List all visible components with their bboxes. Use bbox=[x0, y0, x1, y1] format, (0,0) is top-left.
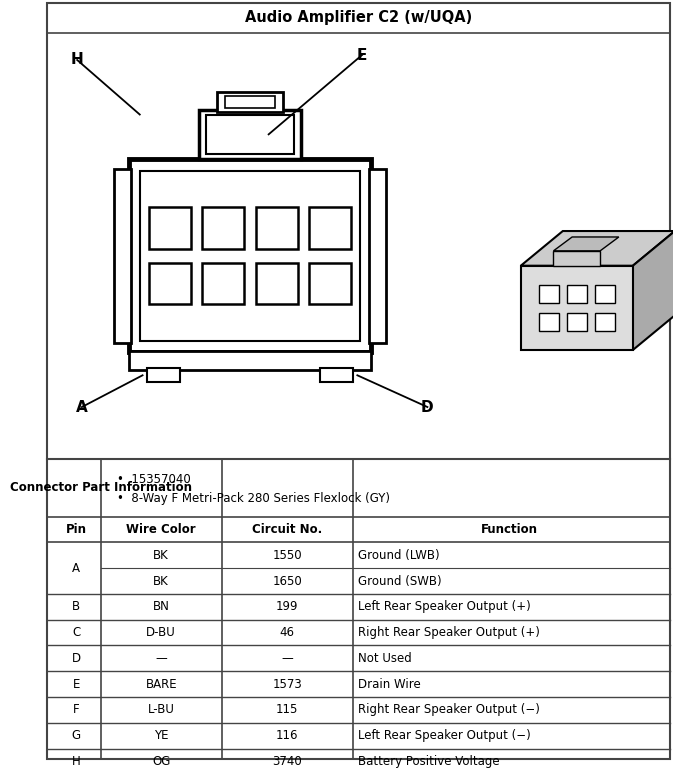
Text: BN: BN bbox=[153, 601, 170, 614]
Bar bbox=[567, 313, 587, 331]
Text: 1573: 1573 bbox=[273, 677, 302, 690]
Bar bbox=[217, 91, 283, 111]
Text: L-BU: L-BU bbox=[148, 703, 175, 717]
Text: D: D bbox=[72, 652, 81, 665]
Bar bbox=[199, 110, 302, 159]
Text: Function: Function bbox=[481, 523, 538, 536]
Text: D-BU: D-BU bbox=[146, 626, 176, 639]
Bar bbox=[129, 159, 371, 353]
Bar bbox=[114, 169, 131, 343]
Text: Connector Part Information: Connector Part Information bbox=[9, 482, 192, 495]
Text: 46: 46 bbox=[280, 626, 295, 639]
Bar bbox=[538, 285, 559, 303]
Text: B: B bbox=[72, 601, 80, 614]
Text: A: A bbox=[76, 399, 87, 415]
Bar bbox=[203, 207, 244, 249]
Text: 116: 116 bbox=[276, 730, 299, 742]
Bar bbox=[206, 114, 294, 154]
Text: Ground (SWB): Ground (SWB) bbox=[358, 574, 442, 588]
Text: —: — bbox=[281, 652, 293, 665]
Text: H: H bbox=[72, 755, 81, 768]
Text: E: E bbox=[357, 48, 367, 62]
Text: 199: 199 bbox=[276, 601, 299, 614]
Polygon shape bbox=[521, 231, 673, 266]
Text: 1550: 1550 bbox=[273, 549, 302, 561]
Text: OG: OG bbox=[152, 755, 170, 768]
Bar bbox=[369, 169, 386, 343]
Text: Not Used: Not Used bbox=[358, 652, 412, 665]
Bar bbox=[225, 96, 275, 108]
Text: G: G bbox=[72, 730, 81, 742]
Bar bbox=[203, 263, 244, 304]
Text: H: H bbox=[71, 52, 83, 68]
Text: Wire Color: Wire Color bbox=[127, 523, 196, 536]
Text: Right Rear Speaker Output (+): Right Rear Speaker Output (+) bbox=[358, 626, 540, 639]
Text: Left Rear Speaker Output (−): Left Rear Speaker Output (−) bbox=[358, 730, 531, 742]
Text: Audio Amplifier C2 (w/UQA): Audio Amplifier C2 (w/UQA) bbox=[245, 10, 472, 25]
Bar bbox=[538, 313, 559, 331]
Text: 3740: 3740 bbox=[273, 755, 302, 768]
Text: —: — bbox=[155, 652, 167, 665]
Bar bbox=[594, 285, 615, 303]
Polygon shape bbox=[633, 231, 673, 350]
Text: Ground (LWB): Ground (LWB) bbox=[358, 549, 440, 561]
Text: F: F bbox=[73, 703, 79, 717]
Polygon shape bbox=[553, 237, 619, 251]
Text: BARE: BARE bbox=[145, 677, 177, 690]
Bar bbox=[309, 207, 351, 249]
Text: 115: 115 bbox=[276, 703, 299, 717]
Text: C: C bbox=[72, 626, 80, 639]
Bar bbox=[256, 263, 297, 304]
Bar bbox=[129, 350, 371, 370]
Text: Drain Wire: Drain Wire bbox=[358, 677, 421, 690]
Text: Circuit No.: Circuit No. bbox=[252, 523, 322, 536]
Text: D: D bbox=[421, 399, 433, 415]
Text: •  15357040: • 15357040 bbox=[117, 473, 191, 485]
Text: YE: YE bbox=[154, 730, 168, 742]
Text: BK: BK bbox=[153, 549, 169, 561]
Bar bbox=[320, 369, 353, 382]
Bar bbox=[149, 207, 191, 249]
Text: BK: BK bbox=[153, 574, 169, 588]
Bar bbox=[521, 266, 633, 350]
Bar bbox=[594, 313, 615, 331]
Bar bbox=[256, 207, 297, 249]
Text: •  8-Way F Metri-Pack 280 Series Flexlock (GY): • 8-Way F Metri-Pack 280 Series Flexlock… bbox=[117, 492, 390, 505]
Bar bbox=[149, 263, 191, 304]
Bar bbox=[567, 285, 587, 303]
Text: E: E bbox=[73, 677, 80, 690]
Bar bbox=[140, 171, 360, 340]
Bar bbox=[553, 251, 600, 266]
Text: Right Rear Speaker Output (−): Right Rear Speaker Output (−) bbox=[358, 703, 540, 717]
Text: Pin: Pin bbox=[66, 523, 87, 536]
Text: Left Rear Speaker Output (+): Left Rear Speaker Output (+) bbox=[358, 601, 531, 614]
Bar bbox=[147, 369, 180, 382]
Bar bbox=[309, 263, 351, 304]
Text: 1650: 1650 bbox=[273, 574, 302, 588]
Text: Battery Positive Voltage: Battery Positive Voltage bbox=[358, 755, 500, 768]
Text: A: A bbox=[72, 561, 80, 574]
